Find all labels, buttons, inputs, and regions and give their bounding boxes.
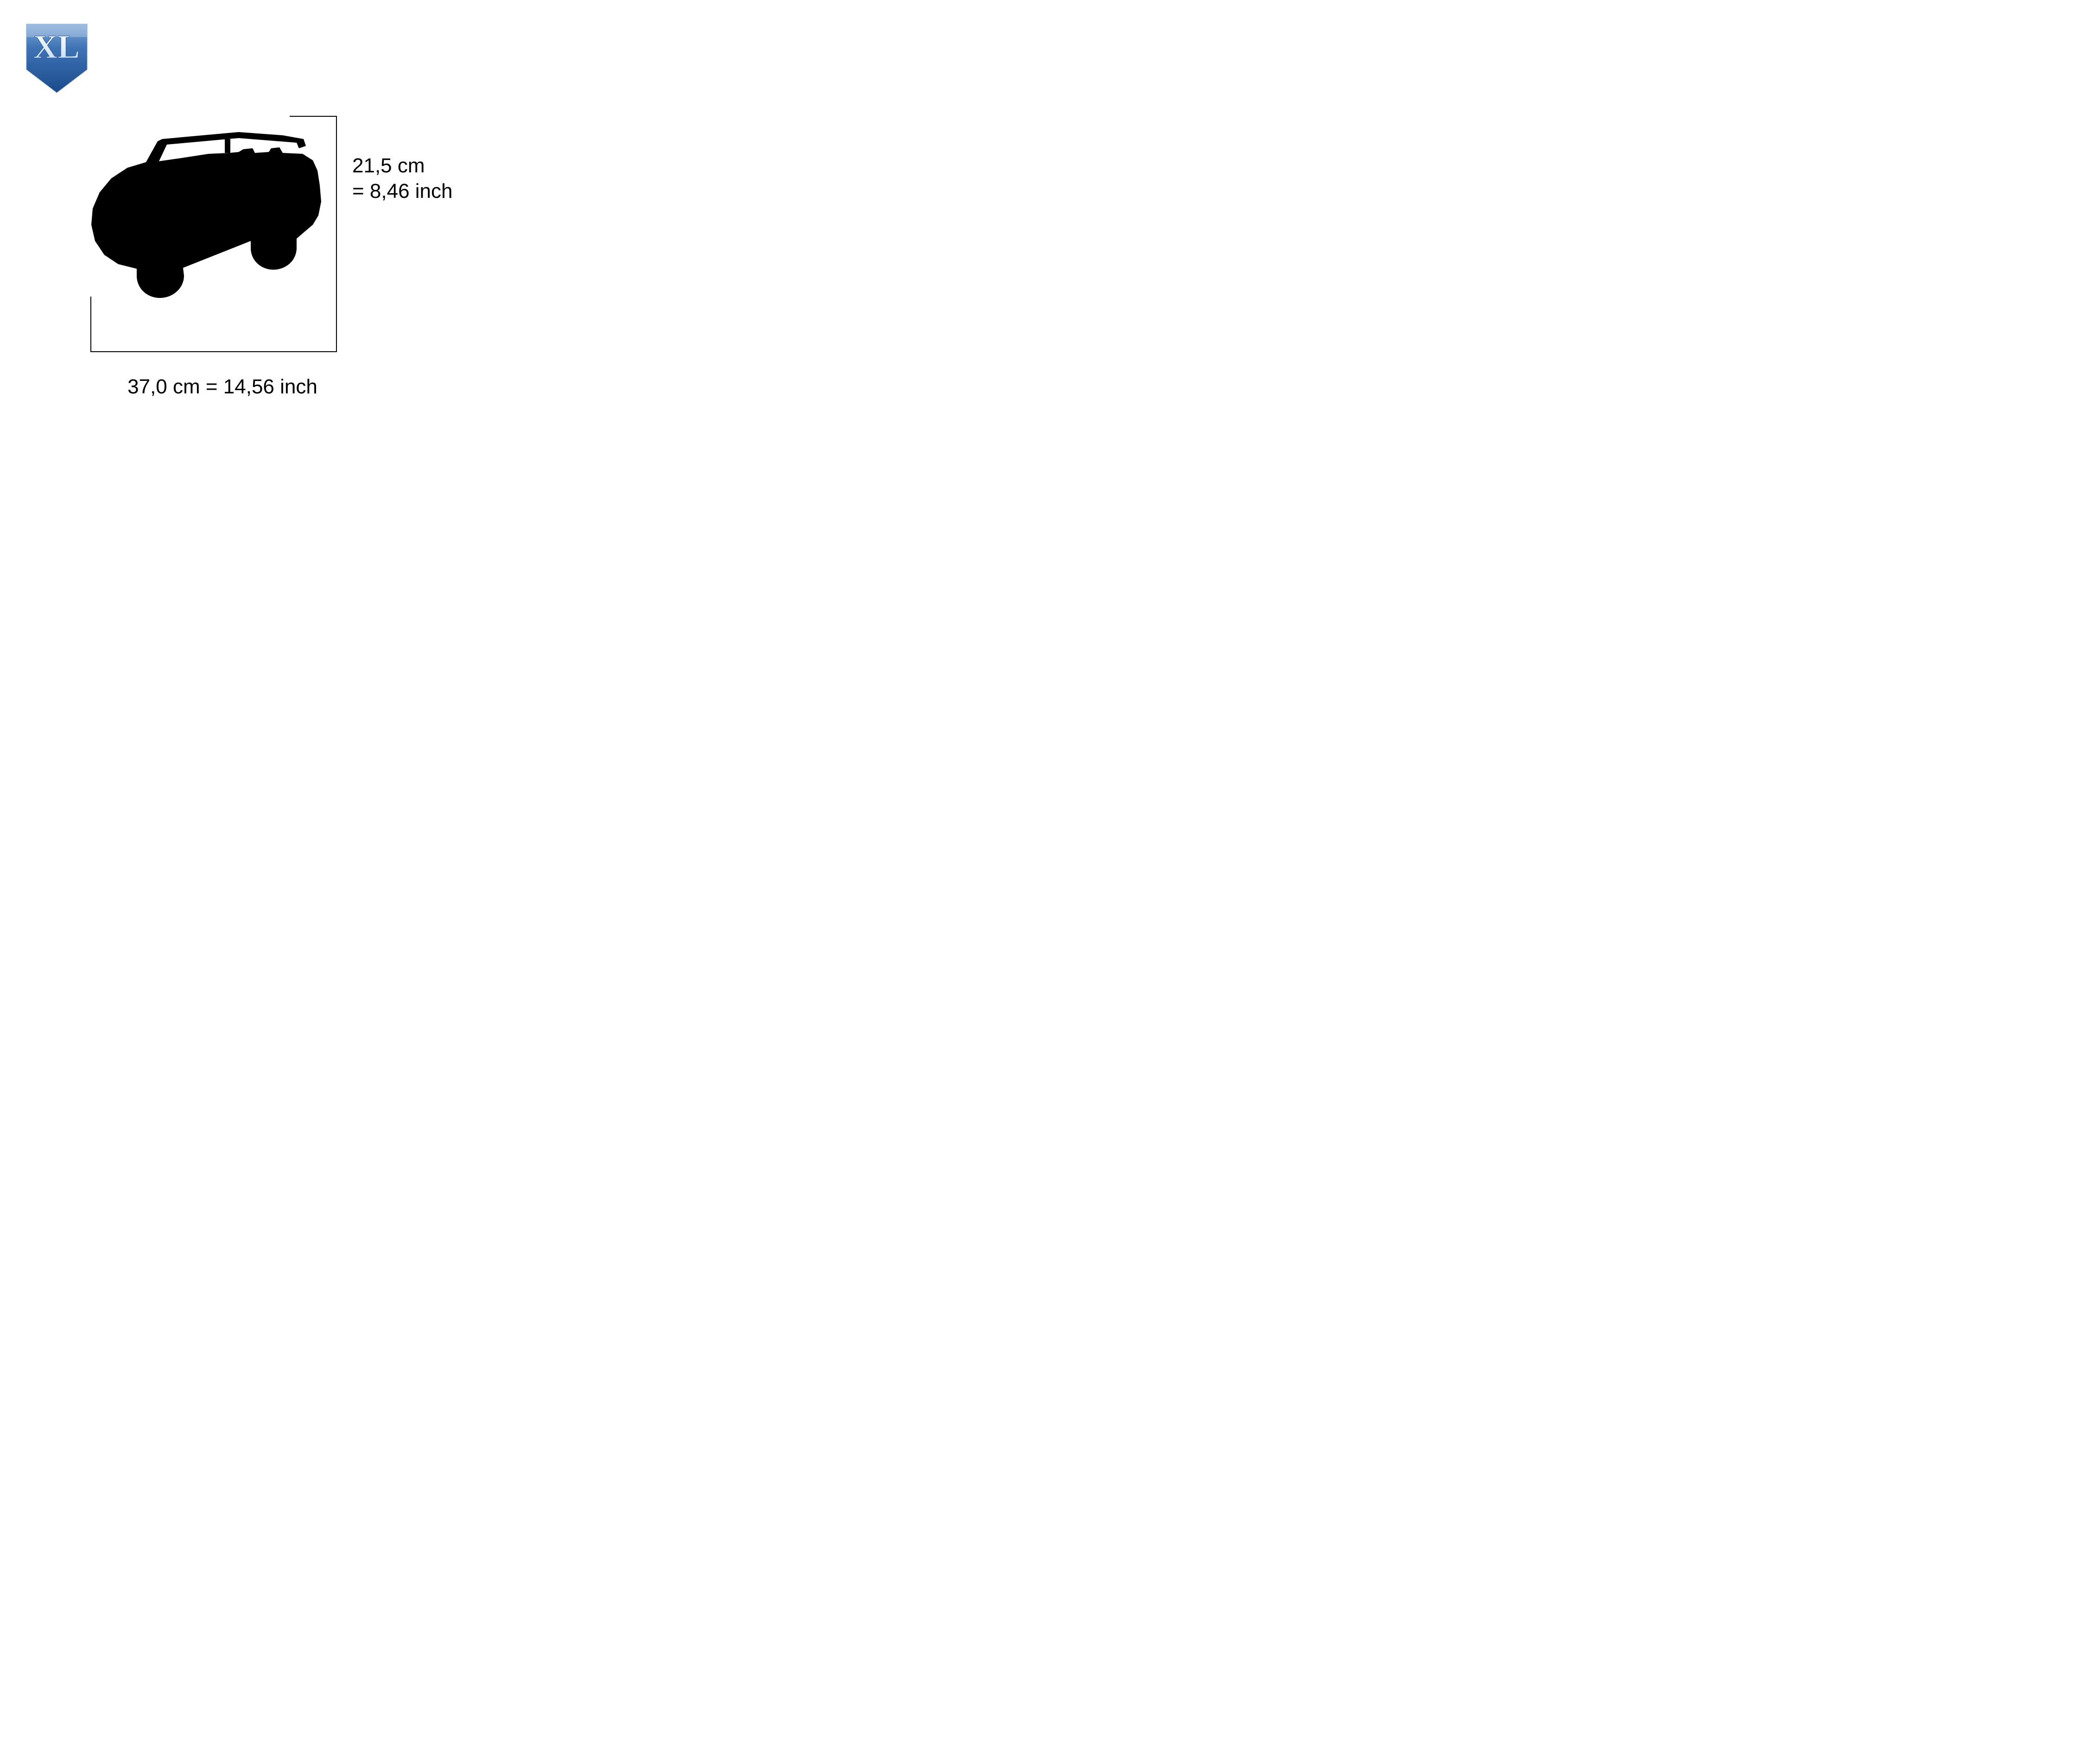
dimension-height-label: 21,5 cm = 8,46 inch: [352, 153, 453, 204]
bracket-bottom-right-tick: [336, 297, 337, 352]
car-convertible-icon: [86, 116, 341, 299]
dimension-diagram: 21,5 cm = 8,46 inch 37,0 cm = 14,56 inch: [90, 116, 517, 440]
canvas: XL 21,5 cm = 8,46 inch 37,0 cm = 14,56 i…: [0, 0, 556, 467]
product-silhouette: [86, 116, 341, 299]
dimension-width-label: 37,0 cm = 14,56 inch: [102, 375, 343, 398]
dimension-height-cm: 21,5 cm: [352, 153, 453, 178]
badge-label-glyph: XL: [33, 28, 80, 65]
size-badge: XL: [25, 23, 88, 95]
xl-badge-icon: XL: [25, 23, 88, 95]
bracket-bottom-line: [90, 351, 337, 352]
bracket-bottom-left-tick: [90, 297, 91, 352]
dimension-height-inch: = 8,46 inch: [352, 178, 453, 204]
